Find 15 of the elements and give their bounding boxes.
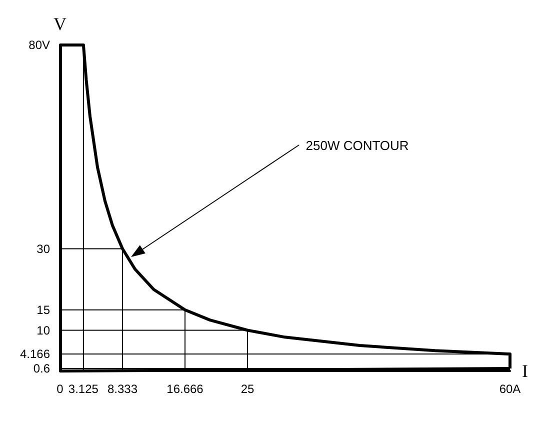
y-tick-label: 10 [36,323,50,338]
x-tick-label: 60A [499,382,521,396]
annotation: 250W CONTOUR [306,138,409,153]
x-tick-label: 0 [56,382,64,396]
y-axis-title: V [54,14,66,34]
y-tick-label: 4.166 [20,347,50,362]
y-tick-label: 15 [36,302,50,317]
x-tick-label: 25 [240,382,254,396]
x-tick-label: 16.666 [166,382,204,396]
y-tick-label: 80V [28,38,50,52]
x-tick-label: 8.333 [107,382,138,396]
x-tick-label: 3.125 [68,382,99,396]
x-axis-title: I [522,361,528,381]
y-tick-label: 0.6 [33,362,50,376]
y-tick-label: 30 [36,242,50,256]
